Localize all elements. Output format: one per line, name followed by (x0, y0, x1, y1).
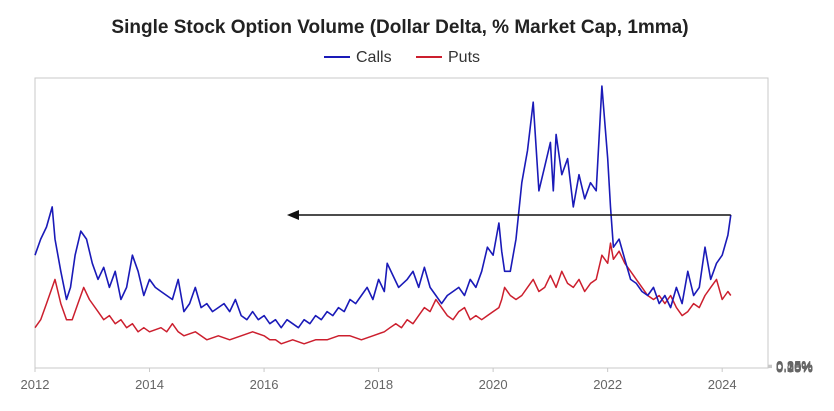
y-tick-label: 0.20% (776, 359, 813, 374)
y-tick-label: 0.35% (776, 358, 813, 373)
x-tick-label: 2018 (364, 377, 393, 392)
y-axis: 0.05%0.10%0.15%0.20%0.25%0.30%0.35% (768, 358, 813, 376)
legend-calls-label: Calls (356, 49, 392, 66)
x-tick-label: 2012 (21, 377, 50, 392)
y-tick-label: 0.05% (776, 361, 813, 376)
x-tick-label: 2016 (250, 377, 279, 392)
y-tick-label: 0.15% (776, 360, 813, 375)
x-tick-label: 2024 (708, 377, 737, 392)
annotation-arrowhead (286, 209, 299, 220)
series-puts-line (34, 242, 732, 345)
y-tick-label: 0.25% (776, 359, 813, 374)
x-tick-label: 2022 (593, 377, 622, 392)
x-axis: 2012 2014 2016 2018 2020 2022 2024 (21, 368, 737, 392)
series-calls-line (34, 85, 732, 329)
chart-title: Single Stock Option Volume (Dollar Delta… (111, 17, 688, 38)
y-tick-label: 0.10% (776, 360, 813, 375)
legend: Calls Puts (324, 49, 480, 66)
plot-frame (34, 77, 769, 369)
x-tick-label: 2014 (135, 377, 164, 392)
legend-puts-label: Puts (448, 49, 480, 66)
x-tick-label: 2020 (479, 377, 508, 392)
y-tick-label: 0.30% (776, 359, 813, 374)
